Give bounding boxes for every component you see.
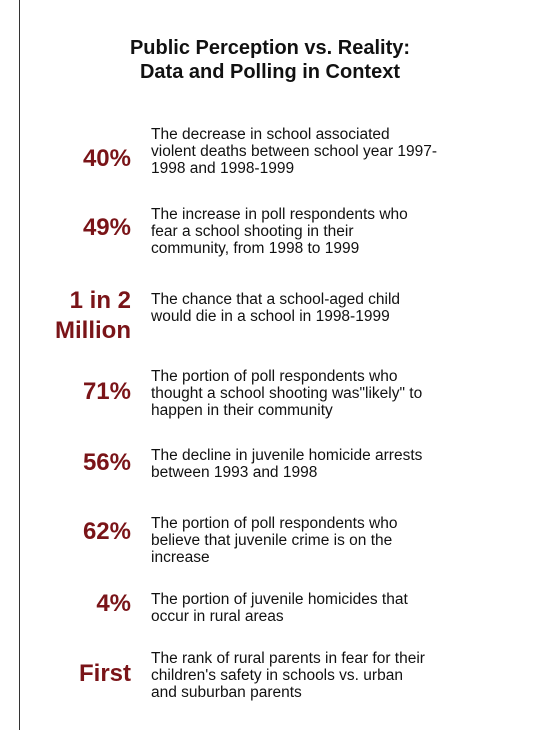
fact-stat: 56%	[19, 450, 131, 476]
fact-stat-line: 4%	[96, 590, 131, 617]
fact-stat-line: 49%	[82, 214, 131, 241]
fact-description-line: children's safety in schools vs. urban	[151, 667, 403, 684]
fact-description-line: The portion of poll respondents who	[151, 515, 398, 532]
fact-description-line: 1998 and 1998-1999	[151, 160, 295, 177]
fact-description: The portion of poll respondents who beli…	[151, 515, 536, 566]
fact-description-line: violent deaths between school year 1997-	[151, 143, 438, 160]
fact-stat-line: Million	[55, 317, 131, 344]
fact-stat-line: 62%	[82, 518, 131, 545]
fact-stat-line: 71%	[82, 378, 131, 405]
fact-description: The rank of rural parents in fear for th…	[151, 650, 536, 701]
fact-description-line: would die in a school in 1998-1999	[151, 308, 390, 325]
fact-description: The portion of juvenile homicides that o…	[151, 591, 536, 625]
fact-description: The chance that a school-aged child woul…	[151, 291, 536, 325]
fact-description-line: happen in their community	[151, 402, 333, 419]
fact-description-line: believe that juvenile crime is on the	[151, 532, 393, 549]
fact-description-line: community, from 1998 to 1999	[151, 240, 360, 257]
fact-description: The portion of poll respondents who thou…	[151, 368, 536, 419]
fact-stat: 40%	[19, 146, 131, 172]
fact-description: The decrease in school associated violen…	[151, 126, 536, 177]
fact-stat-line: 1 in 2	[69, 287, 131, 314]
page-frame	[19, 0, 542, 730]
fact-stat: 49%	[19, 215, 131, 241]
fact-description-line: The decline in juvenile homicide arrests	[151, 447, 423, 464]
fact-stat-line: 40%	[82, 145, 131, 172]
fact-description-line: The chance that a school-aged child	[151, 291, 401, 308]
fact-description-line: The decrease in school associated	[151, 126, 390, 143]
fact-description-line: The increase in poll respondents who	[151, 206, 408, 223]
fact-stat: 4%	[19, 591, 131, 617]
fact-stat: First	[19, 661, 131, 687]
fact-stat: 1 in 2 Million	[19, 286, 131, 346]
fact-description-line: increase	[151, 549, 210, 566]
fact-stat-line: First	[78, 660, 131, 687]
fact-description-line: and suburban parents	[151, 684, 302, 701]
fact-description-line: fear a school shooting in their	[151, 223, 354, 240]
fact-description-line: The portion of poll respondents who	[151, 368, 398, 385]
fact-description: The increase in poll respondents who fea…	[151, 206, 536, 257]
fact-description: The decline in juvenile homicide arrests…	[151, 447, 536, 481]
title-line-2: Data and Polling in Context	[139, 61, 400, 83]
fact-description-line: between 1993 and 1998	[151, 464, 318, 481]
fact-description-line: The rank of rural parents in fear for th…	[151, 650, 425, 667]
fact-stat-line: 56%	[82, 449, 131, 476]
fact-description-line: occur in rural areas	[151, 608, 284, 625]
fact-description-line: thought a school shooting was"likely" to	[151, 385, 423, 402]
page-title: Public Perception vs. Reality: Data and …	[50, 36, 490, 84]
fact-stat: 62%	[19, 519, 131, 545]
fact-stat: 71%	[19, 379, 131, 405]
title-line-1: Public Perception vs. Reality:	[129, 37, 411, 59]
fact-description-line: The portion of juvenile homicides that	[151, 591, 408, 608]
